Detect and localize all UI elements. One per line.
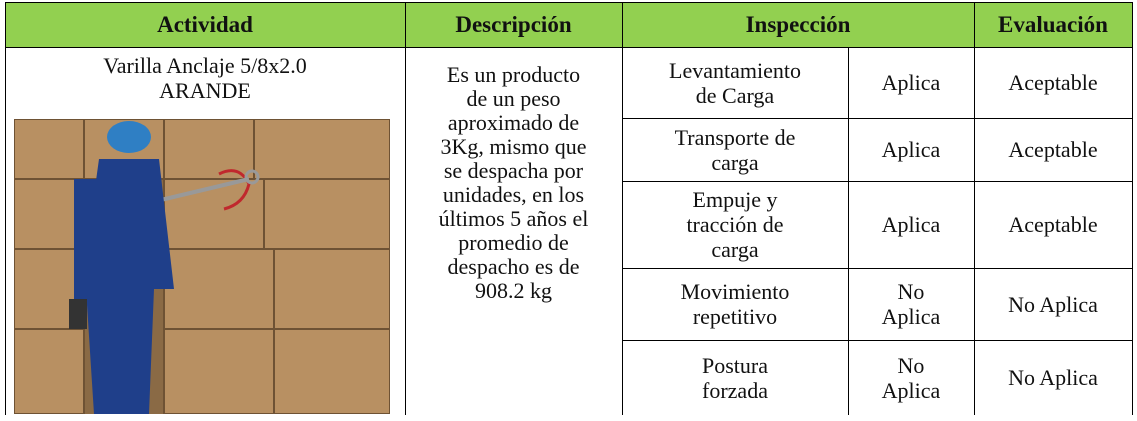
- description-line: promedio de: [458, 230, 569, 255]
- description-line: 3Kg, mismo que: [440, 134, 587, 159]
- description-line: Es un producto: [446, 62, 581, 87]
- table-border: [622, 181, 1132, 182]
- inspection-text: Postura: [702, 352, 768, 378]
- evaluation-text: Aceptable: [1008, 137, 1098, 162]
- table-border: [622, 118, 1132, 119]
- header-text: Evaluación: [998, 12, 1108, 37]
- description-line: aproximado de: [447, 110, 580, 135]
- header-cell: Evaluación: [974, 2, 1132, 47]
- description-line: unidades, en los: [442, 182, 585, 207]
- evaluation-text: Aceptable: [1008, 212, 1098, 237]
- applies-text: Aplica: [881, 377, 941, 403]
- applies-cell: No Aplica: [848, 340, 974, 415]
- activity-cell: Varilla Anclaje 5/8x2.0 ARANDE: [5, 47, 405, 118]
- header-text: Inspección: [745, 12, 851, 37]
- table-border: [622, 340, 1132, 341]
- table-border: [5, 2, 6, 415]
- inspection-text: carga: [711, 237, 759, 262]
- activity-title: Varilla Anclaje 5/8x2.0: [103, 53, 307, 78]
- description-line: despacho es de: [447, 254, 580, 279]
- inspection-cell: Levantamiento de Carga: [622, 47, 848, 118]
- evaluation-cell: Aceptable: [974, 181, 1132, 268]
- evaluation-text: No Aplica: [1008, 365, 1098, 390]
- inspection-text: Levantamiento: [669, 57, 801, 83]
- applies-cell: No Aplica: [848, 268, 974, 340]
- table-border: [622, 2, 623, 415]
- evaluation-text: Aceptable: [1008, 70, 1098, 95]
- table-border: [622, 268, 1132, 269]
- inspection-text: repetitivo: [692, 304, 778, 329]
- applies-text: No: [897, 352, 925, 378]
- description-line: 908.2 kg: [475, 278, 552, 303]
- applies-text: Aplica: [881, 137, 941, 162]
- worker-photo: [14, 119, 390, 414]
- evaluation-cell: Aceptable: [974, 47, 1132, 118]
- description-line: se despacha por: [443, 158, 584, 183]
- applies-cell: Aplica: [848, 47, 974, 118]
- inspection-text: Movimiento: [680, 279, 790, 304]
- inspection-text: de Carga: [695, 82, 775, 108]
- description-line: de un peso: [466, 86, 561, 111]
- evaluation-text: No Aplica: [1008, 291, 1098, 317]
- evaluation-cell: No Aplica: [974, 268, 1132, 340]
- inspection-text: forzada: [702, 377, 768, 403]
- inspection-text: Transporte de: [674, 124, 796, 150]
- header-cell: Inspección: [622, 2, 974, 47]
- applies-text: Aplica: [881, 304, 941, 329]
- applies-text: Aplica: [881, 70, 941, 95]
- description-line: últimos 5 años el: [438, 206, 589, 231]
- header-text: Actividad: [157, 12, 253, 37]
- table-border: [1132, 2, 1133, 415]
- inspection-text: Empuje y: [692, 187, 778, 212]
- inspection-cell: Transporte de carga: [622, 118, 848, 181]
- inspection-text: carga: [711, 149, 759, 175]
- header-text: Descripción: [455, 12, 572, 37]
- table-border: [848, 47, 849, 415]
- activity-title: ARANDE: [159, 78, 251, 103]
- header-cell: Actividad: [5, 2, 405, 47]
- applies-text: No: [897, 279, 925, 304]
- inspection-cell: Postura forzada: [622, 340, 848, 415]
- table-border: [405, 2, 406, 415]
- table-border: [974, 2, 975, 415]
- evaluation-cell: No Aplica: [974, 340, 1132, 415]
- applies-cell: Aplica: [848, 118, 974, 181]
- table-border: [5, 2, 1133, 3]
- table-border: [5, 47, 1133, 48]
- inspection-text: tracción de: [686, 212, 784, 237]
- evaluation-cell: Aceptable: [974, 118, 1132, 181]
- description-cell: Es un producto de un peso aproximado de 3Kg…: [405, 47, 622, 415]
- header-cell: Descripción: [405, 2, 622, 47]
- inspection-cell: Movimiento repetitivo: [622, 268, 848, 340]
- applies-cell: Aplica: [848, 181, 974, 268]
- applies-text: Aplica: [881, 212, 941, 237]
- inspection-cell: Empuje y tracción de carga: [622, 181, 848, 268]
